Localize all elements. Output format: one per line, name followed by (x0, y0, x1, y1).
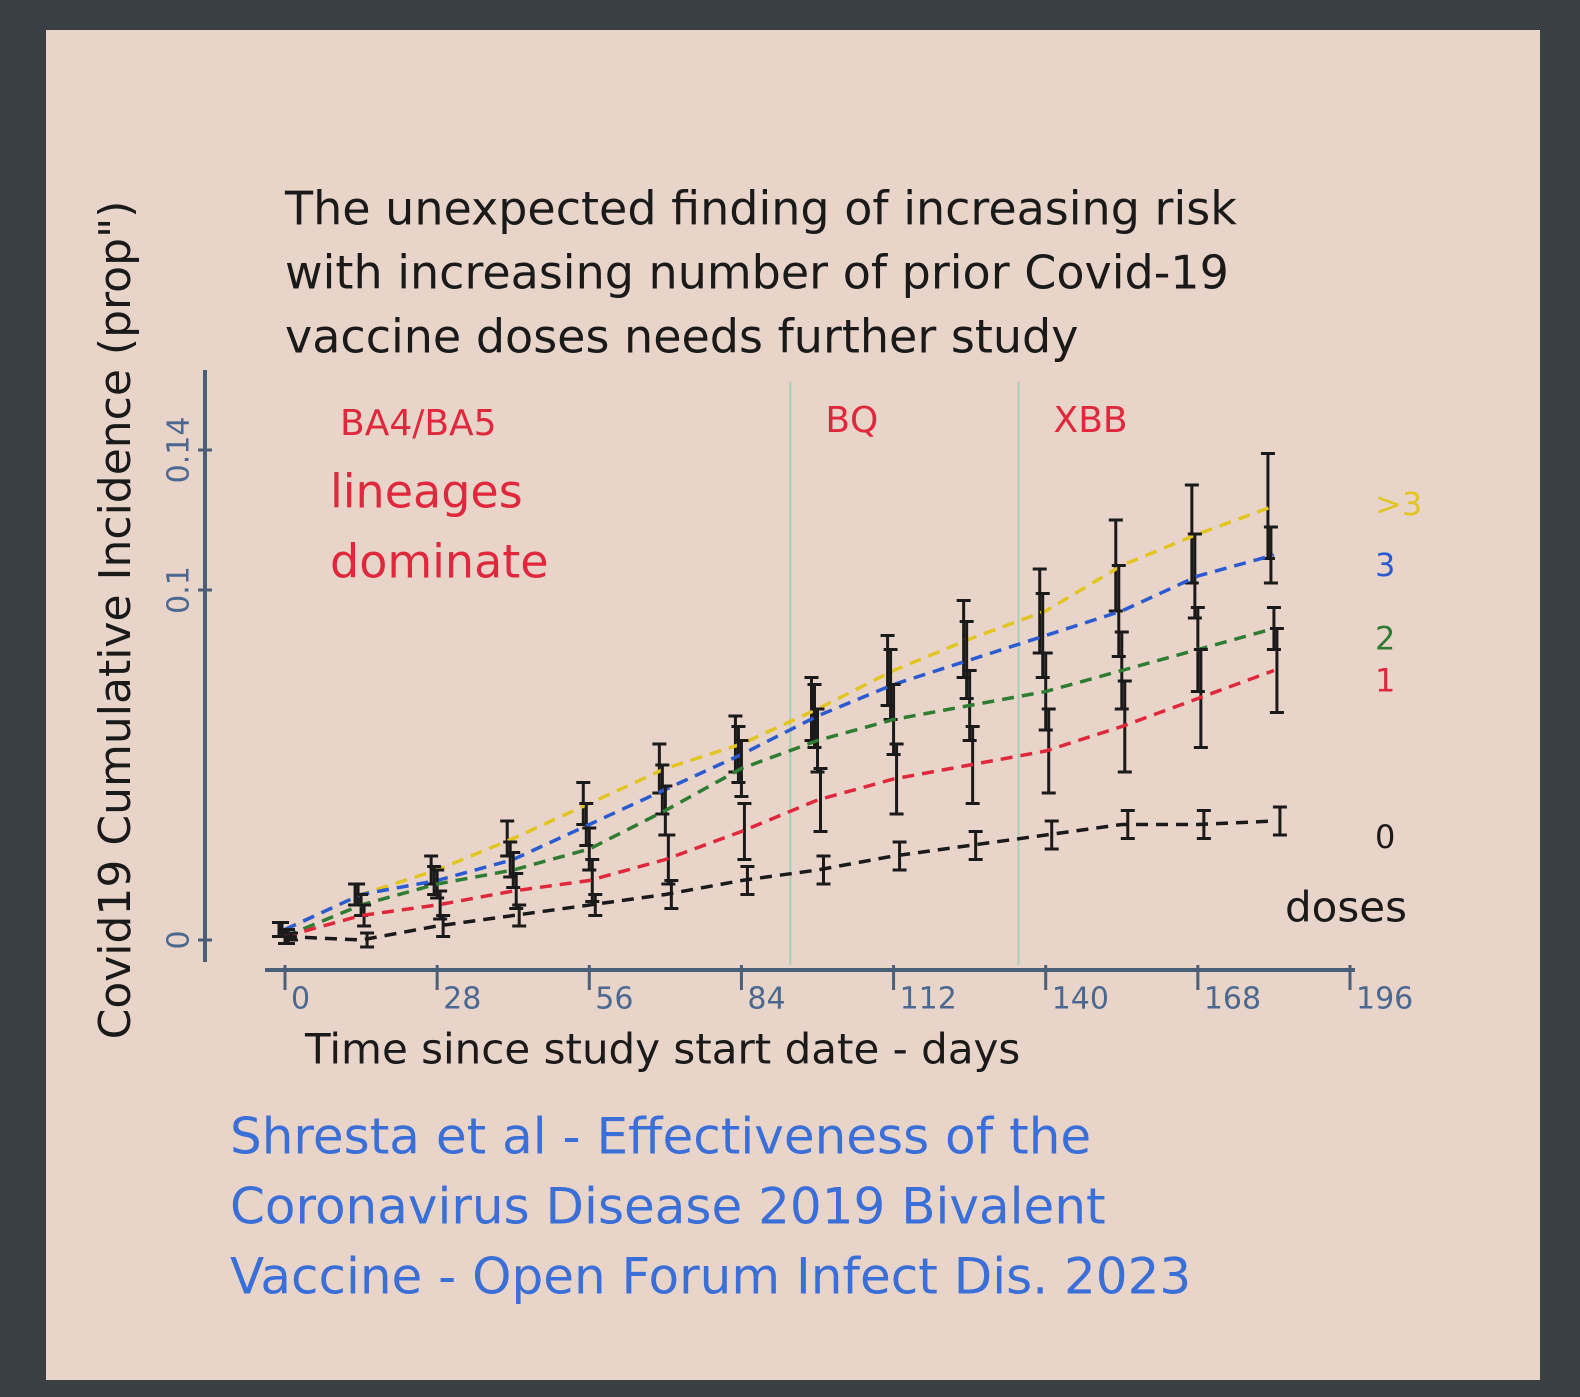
error-bar (1044, 819, 1059, 851)
x-tick-label: 196 (1356, 982, 1413, 1017)
error-bar (813, 767, 828, 833)
x-tick-label: 56 (595, 982, 633, 1017)
legend-label: 0 (1375, 818, 1395, 856)
fabric (46, 30, 1540, 1380)
error-bar (588, 893, 603, 917)
x-tick-label: 140 (1052, 982, 1109, 1017)
error-bar (1263, 525, 1278, 585)
series-line (284, 626, 1275, 939)
error-bar (959, 620, 974, 700)
annotation: dominate (330, 535, 549, 589)
legend-label: 2 (1375, 620, 1395, 658)
y-tick-label: 0 (162, 930, 197, 949)
y-tick-label: 0.14 (162, 417, 197, 484)
x-tick-label: 28 (443, 982, 481, 1017)
y-axis-label: Covid19 Cumulative Incidence (prop") (90, 201, 141, 1040)
x-tick-label: 84 (747, 982, 785, 1017)
x-tick-label: 168 (1204, 982, 1261, 1017)
annotation: BA4/BA5 (340, 403, 497, 444)
error-bar (1035, 592, 1050, 679)
series-line (284, 553, 1275, 932)
error-bar (889, 742, 904, 816)
legend-label: 3 (1375, 546, 1395, 584)
legend-label: >3 (1375, 485, 1422, 523)
error-bar (1111, 564, 1126, 658)
error-bar (436, 914, 451, 938)
error-bar (506, 851, 521, 889)
source: Vaccine - Open Forum Infect Dis. 2023 (230, 1248, 1191, 1306)
legend-label: 1 (1375, 662, 1395, 700)
x-tick-label: 112 (900, 982, 957, 1017)
error-bar (807, 683, 822, 749)
legend-title: doses (1285, 883, 1407, 932)
x-axis-label: Time since study start date - days (304, 1025, 1020, 1074)
error-bar (1269, 627, 1284, 714)
error-bar (1272, 805, 1287, 837)
series-line (284, 819, 1275, 942)
period-label: BQ (825, 400, 878, 441)
y-tick-label: 0.1 (162, 566, 197, 614)
annotation: lineages (330, 465, 523, 519)
period-label: XBB (1054, 400, 1128, 441)
x-tick-label: 0 (291, 982, 310, 1017)
error-bar (509, 872, 524, 910)
source: Coronavirus Disease 2019 Bivalent (230, 1178, 1106, 1236)
chart-title: vaccine doses needs further study (285, 310, 1078, 364)
source: Shresta et al - Effectiveness of the (230, 1108, 1091, 1166)
error-bar (737, 802, 752, 861)
error-bar (582, 826, 597, 872)
series-line (284, 668, 1275, 939)
error-bar (1187, 532, 1202, 620)
error-bar (512, 903, 527, 928)
error-bar (968, 830, 983, 861)
chart-title: with increasing number of prior Covid-19 (285, 246, 1229, 300)
chart-title: The unexpected finding of increasing ris… (284, 182, 1237, 236)
